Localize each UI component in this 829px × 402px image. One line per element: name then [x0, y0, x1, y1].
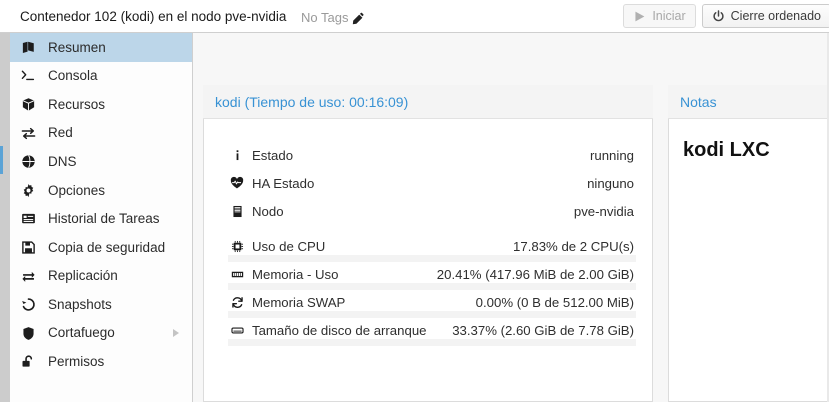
sidebar-item-label: Consola	[48, 68, 98, 84]
sidebar-item-label: Snapshots	[48, 296, 112, 312]
sidebar-item-opciones[interactable]: Opciones	[10, 176, 192, 205]
status-row-nodo: Nodo pve-nvidia	[204, 197, 652, 225]
sidebar-item-label: Red	[48, 125, 73, 141]
floppy-icon	[21, 240, 40, 255]
shutdown-button[interactable]: Cierre ordenado	[701, 4, 829, 28]
status-row-ha-estado: HA Estado ninguno	[204, 169, 652, 197]
status-row-value: ninguno	[587, 175, 634, 191]
globe-icon	[21, 154, 40, 169]
sidebar-item-label: Replicación	[48, 268, 118, 284]
start-button-label: Iniciar	[652, 9, 686, 23]
history-icon	[21, 297, 40, 312]
status-row-value: running	[590, 147, 634, 163]
notes-text: kodi LXC	[683, 139, 770, 161]
status-panel-body: Estado running HA Estado ninguno	[203, 119, 653, 402]
gear-icon	[21, 183, 40, 198]
gauge-row-label: Uso de CPU	[252, 238, 326, 254]
power-icon	[712, 9, 725, 23]
book-icon	[21, 40, 40, 55]
pencil-icon[interactable]	[352, 12, 365, 25]
sidebar-item-label: Opciones	[48, 182, 106, 198]
sidebar-item-label: Permisos	[48, 354, 105, 370]
shutdown-button-label: Cierre ordenado	[730, 9, 821, 23]
sidebar-item-label: Recursos	[48, 96, 106, 112]
status-row-label: Estado	[252, 147, 294, 163]
swap-usage-bar	[228, 311, 636, 318]
cpu-icon	[228, 240, 246, 253]
sidebar-item-label: DNS	[48, 153, 77, 169]
status-row-label: HA Estado	[252, 175, 315, 191]
memory-icon	[228, 268, 246, 281]
gauge-row-label: Memoria - Uso	[252, 266, 339, 282]
sidebar-item-consola[interactable]: Consola	[10, 62, 192, 91]
sidebar-nav: Resumen Consola Recursos	[10, 33, 193, 402]
play-icon	[633, 10, 646, 23]
notes-panel: Notas kodi LXC	[668, 85, 829, 402]
sidebar-item-dns[interactable]: DNS	[10, 147, 192, 176]
gauge-row-label: Memoria SWAP	[252, 294, 346, 310]
sidebar-item-label: Resumen	[48, 39, 106, 55]
disk-usage-bar	[228, 339, 636, 346]
chevron-right-icon	[173, 329, 179, 338]
gauge-row-value: 0.00% (0 B de 512.00 MiB)	[475, 294, 634, 310]
list-icon	[21, 211, 40, 226]
gauge-row-cpu: Uso de CPU 17.83% de 2 CPU(s)	[204, 232, 652, 262]
sidebar-item-recursos[interactable]: Recursos	[10, 90, 192, 119]
sidebar-item-label: Copia de seguridad	[48, 239, 166, 255]
swap-icon	[228, 296, 246, 309]
page-title: Contenedor 102 (kodi) en el nodo pve-nvi…	[20, 9, 287, 24]
gauge-row-label: Tamaño de disco de arranque	[252, 322, 427, 338]
gauge-row-swap: Memoria SWAP 0.00% (0 B de 512.00 MiB)	[204, 288, 652, 318]
sidebar-item-label: Historial de Tareas	[48, 211, 160, 227]
sidebar-item-cortafuego[interactable]: Cortafuego	[10, 319, 192, 348]
status-row-estado: Estado running	[204, 141, 652, 169]
shield-icon	[21, 326, 40, 341]
edge-accent-marker	[0, 146, 3, 174]
top-header-bar: Contenedor 102 (kodi) en el nodo pve-nvi…	[0, 0, 829, 33]
tags-area[interactable]: No Tags	[301, 10, 365, 25]
sidebar-item-label: Cortafuego	[48, 325, 115, 341]
sidebar-item-historial-de-tareas[interactable]: Historial de Tareas	[10, 205, 192, 234]
notes-panel-title: Notas	[668, 85, 829, 119]
status-panel-title: kodi (Tiempo de uso: 00:16:09)	[203, 85, 653, 119]
memory-usage-bar	[228, 283, 636, 290]
hdd-icon	[228, 324, 246, 337]
sidebar-item-copia-de-seguridad[interactable]: Copia de seguridad	[10, 233, 192, 262]
sidebar-item-resumen[interactable]: Resumen	[10, 33, 192, 62]
gauge-row-value: 20.41% (417.96 MiB de 2.00 GiB)	[436, 266, 634, 282]
right-scroll-edge[interactable]	[827, 33, 829, 402]
status-row-label: Nodo	[252, 203, 284, 219]
start-button[interactable]: Iniciar	[623, 4, 696, 28]
left-edge-strip	[0, 33, 10, 402]
status-row-value: pve-nvidia	[573, 203, 634, 219]
status-panel: kodi (Tiempo de uso: 00:16:09) Estado ru…	[203, 85, 653, 402]
unlock-icon	[21, 354, 40, 369]
sidebar-item-snapshots[interactable]: Snapshots	[10, 290, 192, 319]
replication-icon	[21, 269, 40, 284]
sidebar-item-red[interactable]: Red	[10, 119, 192, 148]
sidebar-item-replicacion[interactable]: Replicación	[10, 262, 192, 291]
status-rows: Estado running HA Estado ninguno	[204, 119, 652, 346]
gauge-row-value: 33.37% (2.60 GiB de 7.78 GiB)	[452, 322, 634, 338]
terminal-icon	[21, 68, 40, 83]
sidebar-item-permisos[interactable]: Permisos	[10, 348, 192, 377]
row-spacer	[204, 225, 652, 232]
gauge-row-value: 17.83% de 2 CPU(s)	[513, 238, 634, 254]
tags-label: No Tags	[301, 10, 349, 25]
info-icon	[228, 149, 246, 162]
gauge-row-disco: Tamaño de disco de arranque 33.37% (2.60…	[204, 316, 652, 346]
server-icon	[228, 205, 246, 218]
toolbar-buttons: Iniciar Cierre ordenado	[623, 4, 829, 28]
cpu-usage-bar	[228, 255, 636, 262]
heartbeat-icon	[228, 176, 246, 190]
notes-panel-body[interactable]: kodi LXC	[668, 119, 829, 402]
network-arrows-icon	[21, 126, 40, 141]
cube-icon	[21, 97, 40, 112]
gauge-row-memoria: Memoria - Uso 20.41% (417.96 MiB de 2.00…	[204, 260, 652, 290]
